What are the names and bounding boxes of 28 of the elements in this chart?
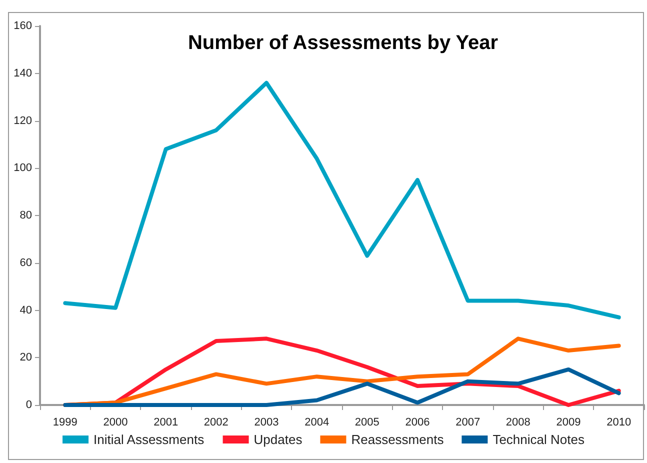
legend-label: Technical Notes	[492, 432, 585, 447]
x-tick-label: 2005	[354, 416, 380, 428]
x-tick-label: 2010	[606, 416, 632, 428]
legend-label: Updates	[254, 432, 303, 447]
y-tick-label: 80	[20, 210, 32, 222]
x-tick-label: 2004	[304, 416, 330, 428]
y-tick-label: 0	[26, 399, 32, 411]
y-tick-label: 60	[20, 256, 32, 269]
x-tick-label: 2006	[405, 416, 430, 428]
y-tick-label: 160	[14, 20, 32, 32]
x-tick-label: 2002	[204, 416, 228, 428]
line-series	[63, 80, 621, 320]
y-tick-label: 140	[14, 67, 32, 80]
y-tick-label: 100	[14, 162, 32, 174]
y-tick-label: 40	[20, 304, 32, 316]
y-tick-label: 20	[20, 352, 32, 364]
x-tick-label: 2001	[154, 416, 178, 428]
x-tick-label: 2007	[456, 416, 480, 428]
legend-label: Initial Assessments	[94, 432, 205, 447]
x-tick-label: 1999	[52, 416, 78, 428]
x-tick-label: 2000	[103, 416, 128, 428]
line-series	[63, 367, 621, 407]
y-tick-label: 120	[14, 114, 32, 127]
chart-title: Number of Assessments by Year	[188, 32, 498, 54]
x-tick-label: 2009	[556, 416, 581, 428]
legend-label: Reassessments	[351, 432, 444, 447]
x-tick-label: 2003	[254, 416, 279, 428]
x-tick-label: 2008	[506, 416, 530, 428]
